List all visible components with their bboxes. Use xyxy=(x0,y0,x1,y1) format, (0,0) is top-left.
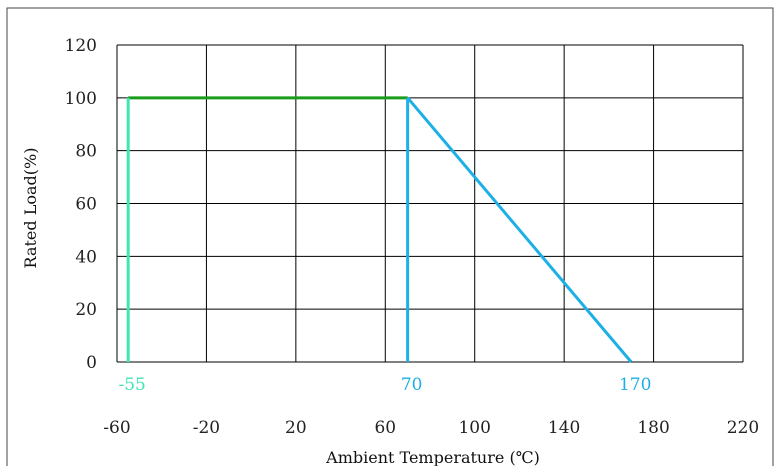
y-tick-labels: 0 20 40 60 80 100 120 xyxy=(65,36,97,373)
x-tick-label: 60 xyxy=(374,418,396,438)
y-tick-label: 80 xyxy=(75,142,97,162)
y-tick-label: 0 xyxy=(86,353,97,373)
y-tick-label: 60 xyxy=(75,195,97,215)
series-group xyxy=(126,96,633,363)
y-tick-label: 40 xyxy=(75,247,97,267)
y-tick-label: 20 xyxy=(75,300,97,320)
x-tick-label: -20 xyxy=(193,418,220,438)
y-axis-title: Rated Load(%) xyxy=(21,148,40,269)
y-tick-label: 120 xyxy=(65,36,97,56)
annotation-label: 70 xyxy=(401,375,423,395)
annotation-label: -55 xyxy=(118,375,145,395)
annotation-label: 170 xyxy=(619,375,651,395)
x-tick-label: 100 xyxy=(458,418,490,438)
grid xyxy=(116,44,744,363)
chart-frame xyxy=(6,7,774,466)
x-tick-label: 220 xyxy=(727,418,759,438)
x-tick-label: -60 xyxy=(103,418,130,438)
x-tick-label: 140 xyxy=(548,418,580,438)
y-tick-label: 100 xyxy=(65,89,97,109)
x-tick-label: 20 xyxy=(285,418,307,438)
annotation-labels: -55 70 170 xyxy=(118,375,651,395)
x-tick-label: 180 xyxy=(637,418,669,438)
x-axis-title: Ambient Temperature (℃) xyxy=(325,448,540,466)
series-line-4 xyxy=(406,96,633,363)
x-tick-labels: -60 -20 20 60 100 140 180 220 xyxy=(103,418,759,438)
